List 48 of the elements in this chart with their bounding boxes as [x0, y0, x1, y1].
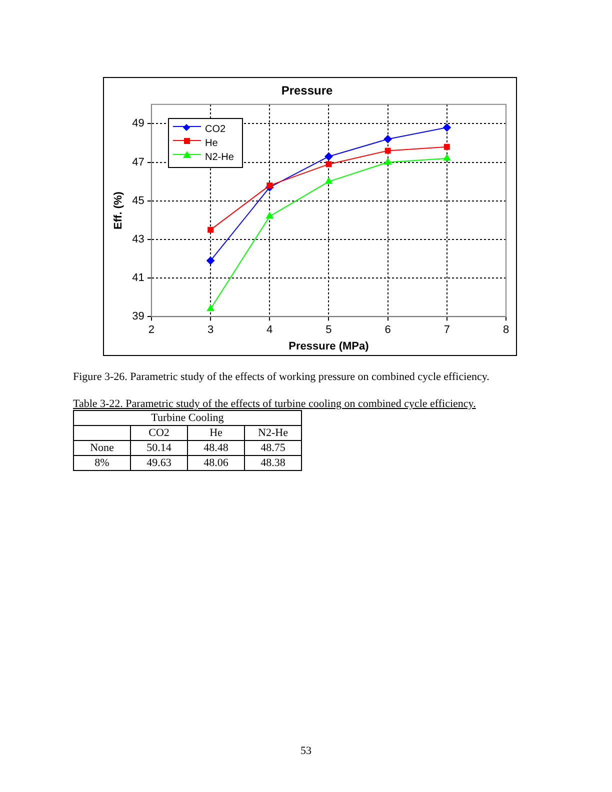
point: [326, 161, 332, 168]
caption: Figure 3-26. Parametric study of the effects of working pressure on combined cycle efficiency.: [73, 371, 490, 383]
y-tick-label: 41: [132, 272, 144, 284]
point: [266, 182, 273, 188]
chart-title: Pressure: [281, 84, 334, 98]
x-axis-title: Pressure (MPa): [288, 340, 370, 352]
y-tick-label: 39: [132, 310, 144, 323]
legend-label: He: [205, 138, 218, 149]
text: 48.75: [244, 440, 302, 456]
point: [384, 148, 391, 154]
point: [208, 226, 214, 233]
text: 48.38: [244, 456, 302, 470]
point: [444, 144, 450, 150]
point: [442, 124, 451, 132]
point: [325, 178, 332, 184]
x-tick-label: 2: [148, 324, 154, 336]
text: 49.63: [130, 456, 188, 470]
x-tick-label: 6: [384, 324, 391, 336]
point: [266, 212, 274, 219]
text: Table 3-22. Parametric study of the effects of turbine cooling on combined cycle efficiency.: [73, 398, 476, 410]
text: 53: [300, 745, 312, 757]
legend-label: N2-He: [205, 152, 234, 163]
text: Turbine Cooling: [74, 410, 302, 426]
category-label: CO2: [130, 426, 188, 440]
point: [443, 154, 450, 161]
legend-label: CO2: [205, 124, 226, 135]
category-label: None: [90, 442, 114, 454]
category-label: N2-He: [244, 426, 302, 440]
y-axis-title: Eff. (%): [112, 191, 125, 230]
y-tick-label: 49: [132, 118, 144, 130]
point: [384, 158, 392, 165]
x-tick-label: 7: [444, 324, 450, 336]
text: 48.06: [188, 456, 244, 470]
y-tick-label: 43: [132, 233, 144, 246]
category-label: He: [188, 426, 244, 440]
point: [384, 135, 392, 144]
x-tick-label: 5: [326, 324, 332, 336]
category-label: 8%: [94, 457, 110, 469]
x-tick-label: 4: [266, 324, 273, 336]
text: 50.14: [130, 440, 188, 456]
text: 48.48: [188, 440, 244, 456]
point: [324, 152, 333, 160]
x-tick-label: 3: [207, 324, 214, 336]
y-tick-label: 47: [132, 156, 144, 168]
y-tick-label: 45: [132, 194, 144, 207]
x-tick-label: 8: [502, 324, 510, 336]
point: [207, 304, 214, 312]
point: [206, 256, 215, 265]
